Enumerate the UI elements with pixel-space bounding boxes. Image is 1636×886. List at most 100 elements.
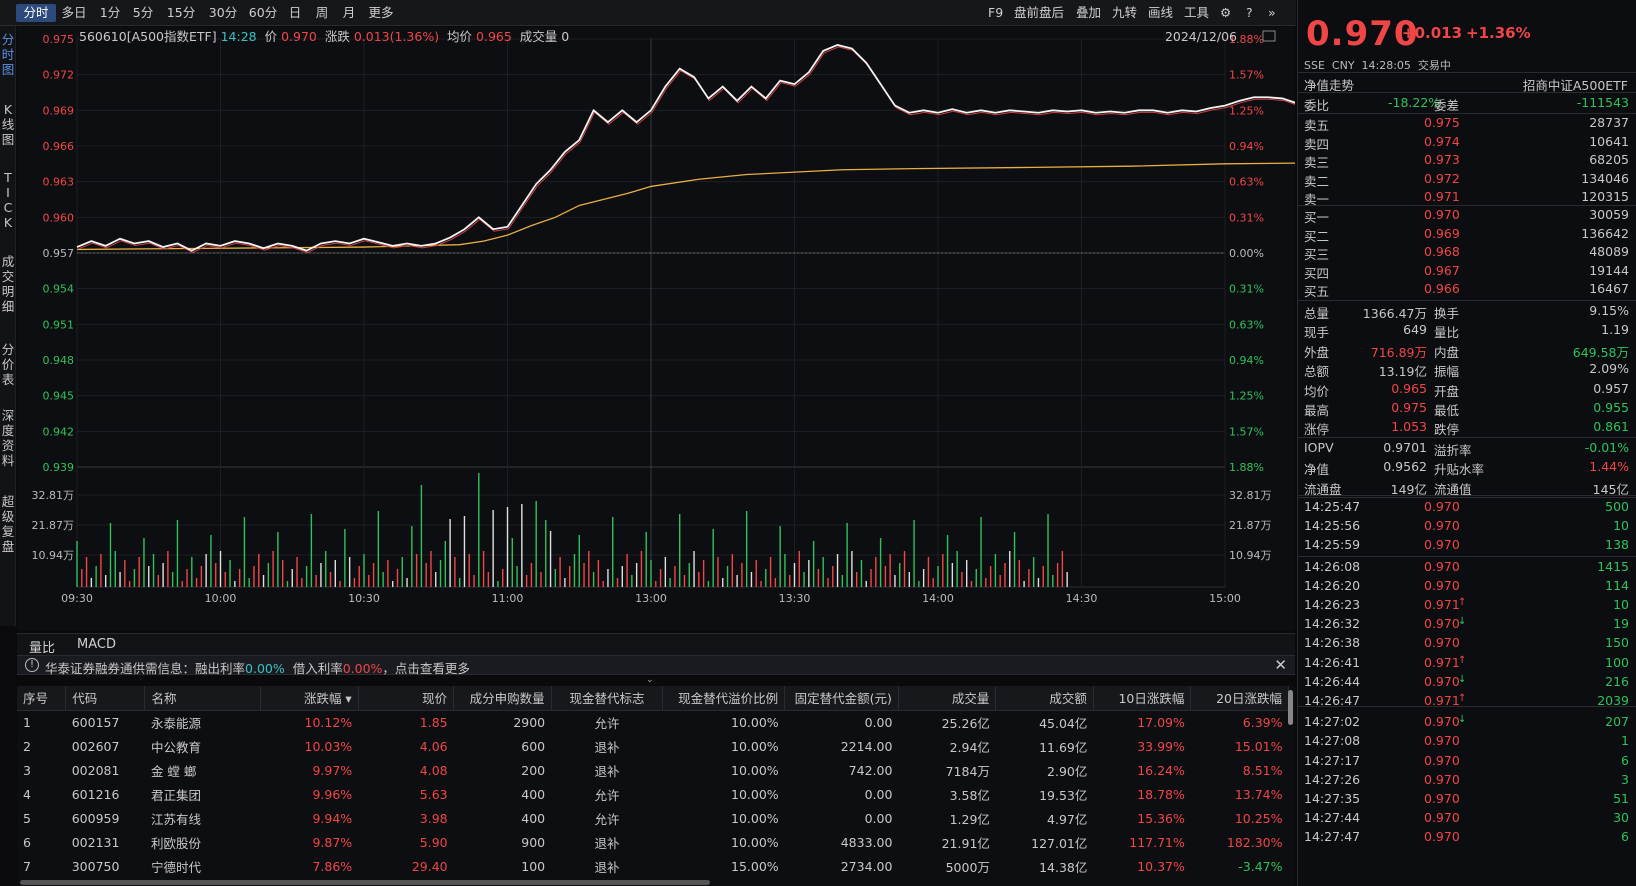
period-btn-0[interactable]: 分时	[16, 4, 56, 22]
table-row[interactable]: 2 002607 中公教育 10.03% 4.06 600 退补 10.00% 2214.00 2…	[17, 734, 1289, 758]
y-right-tick-label: 0.31%	[1229, 211, 1264, 224]
col-header-7[interactable]: 现金替代溢价比例	[662, 686, 786, 711]
period-btn-6[interactable]: 60分	[248, 5, 278, 20]
table-row[interactable]: 3 002081 金 螳 螂 9.97% 4.08 200 退补 10.00% 742.00 71…	[17, 758, 1289, 782]
horizontal-scrollbar[interactable]	[20, 880, 710, 885]
side-tab-3[interactable]: 成交明细	[1, 254, 15, 314]
expand-icon[interactable]: »	[1268, 5, 1276, 20]
sells-row[interactable]: 卖四 0.974 10641	[1298, 133, 1636, 152]
table-body: 1 600157 永泰能源 10.12% 1.85 2900 允许 10.00% 0.00 25.…	[17, 710, 1289, 878]
collapse-chevron-icon[interactable]: ⌄	[646, 675, 654, 685]
cell-2: 江苏有线	[150, 811, 201, 827]
table-row[interactable]: 6 002131 利欧股份 9.87% 5.90 900 退补 10.00% 4833.00 21…	[17, 830, 1289, 854]
side-tab-5[interactable]: 深度资料	[1, 408, 15, 468]
y-tick-label: 0.951	[43, 318, 75, 331]
col-header-5[interactable]: 成分申购数量	[453, 686, 552, 711]
cell-1: 600959	[71, 810, 120, 826]
col-header-12[interactable]: 20日涨跌幅	[1190, 686, 1289, 711]
period-btn-7[interactable]: 日	[288, 5, 302, 20]
cell-5: 100	[521, 858, 546, 874]
toolbar-btn-1[interactable]: 盘前盘后	[1014, 5, 1065, 20]
cell-2: 永泰能源	[150, 715, 201, 731]
col-header-2[interactable]: 名称	[144, 686, 262, 711]
buys-row[interactable]: 买五 0.966 16467	[1298, 280, 1636, 299]
toolbar-btn-4[interactable]: 画线	[1148, 5, 1174, 20]
period-btn-4[interactable]: 15分	[166, 5, 196, 20]
period-btn-2[interactable]: 1分	[99, 5, 121, 20]
stat-value: 716.89万	[1370, 344, 1427, 360]
side-tab-0[interactable]: 分时图	[1, 32, 15, 77]
cell-6: 允许	[594, 787, 620, 803]
vertical-scrollbar[interactable]	[1288, 690, 1293, 725]
tab-volume-ratio[interactable]: 量比	[29, 641, 56, 656]
x-tick-label: 13:30	[779, 592, 811, 605]
level-price: 0.968	[1424, 244, 1460, 260]
table-row[interactable]: 4 601216 君正集团 9.96% 5.63 400 允许 10.00% 0.00 3.58亿…	[17, 782, 1289, 806]
period-btn-8[interactable]: 周	[315, 5, 329, 20]
period-btn-1[interactable]: 多日	[61, 5, 87, 20]
y-tick-label: 0.939	[43, 461, 75, 474]
tick-price: 0.970	[1424, 635, 1460, 651]
tick-row: 14:26:38 0.970 150	[1298, 634, 1636, 653]
side-tab-6[interactable]: 超级复盘	[1, 494, 15, 554]
period-btn-10[interactable]: 更多	[368, 5, 394, 20]
nav-trend-link[interactable]: 净值走势	[1304, 78, 1355, 93]
tick-direction-icon: ↑	[1458, 597, 1467, 608]
tab-macd[interactable]: MACD	[77, 637, 116, 652]
toolbar-btn-0[interactable]: F9	[988, 5, 1004, 20]
stat-label: 总量	[1304, 306, 1330, 321]
help-icon[interactable]: ?	[1246, 5, 1253, 20]
stat-value: -0.01%	[1584, 440, 1629, 455]
period-btn-9[interactable]: 月	[342, 5, 356, 20]
sells-row[interactable]: 卖一 0.971 120315	[1298, 188, 1636, 207]
sells-row[interactable]: 卖二 0.972 134046	[1298, 170, 1636, 189]
buys-row[interactable]: 买四 0.967 19144	[1298, 262, 1636, 281]
col-header-9[interactable]: 成交量	[898, 686, 997, 711]
col-header-0[interactable]: 序号	[17, 686, 67, 711]
gear-icon[interactable]: ⚙	[1220, 5, 1232, 20]
cell-9: 7184万	[945, 763, 990, 779]
tick-time: 14:27:35	[1304, 791, 1361, 806]
sells-row[interactable]: 卖三 0.973 68205	[1298, 151, 1636, 170]
col-header-8[interactable]: 固定替代金额(元)	[784, 686, 899, 711]
sells-row[interactable]: 卖五 0.975 28737	[1298, 114, 1636, 133]
level-price: 0.969	[1424, 225, 1460, 241]
toolbar-btn-5[interactable]: 工具	[1184, 5, 1210, 20]
col-header-3[interactable]: 涨跌幅 ▾	[260, 686, 359, 711]
buys-row[interactable]: 买二 0.969 136642	[1298, 225, 1636, 244]
period-btn-5[interactable]: 30分	[208, 5, 238, 20]
side-tab-4[interactable]: 分价表	[1, 342, 15, 387]
close-icon[interactable]: ✕	[1274, 656, 1287, 674]
stat-value: 0.861	[1593, 419, 1629, 435]
table-row[interactable]: 1 600157 永泰能源 10.12% 1.85 2900 允许 10.00% 0.00 25.…	[17, 710, 1289, 734]
toolbar-btn-2[interactable]: 叠加	[1076, 5, 1102, 20]
y-tick-label: 0.975	[43, 33, 75, 46]
table-row[interactable]: 7 300750 宁德时代 7.86% 29.40 100 退补 15.00% 2734.00 5…	[17, 854, 1289, 878]
period-btn-3[interactable]: 5分	[132, 5, 154, 20]
notice-text-3: ，点击查看更多	[382, 661, 470, 676]
level-price: 0.974	[1424, 133, 1460, 149]
tick-price: 0.970	[1424, 518, 1460, 534]
col-header-11[interactable]: 10日涨跌幅	[1093, 686, 1192, 711]
col-header-1[interactable]: 代码	[65, 686, 146, 711]
cell-4: 5.63	[419, 786, 448, 802]
stats-row: 最高 0.975 最低 0.955	[1298, 399, 1636, 418]
y-tick-label: 0.960	[43, 211, 75, 224]
weibi-label: 委比	[1304, 98, 1330, 113]
col-header-6[interactable]: 现金替代标志	[551, 686, 664, 711]
stats-row: 现手 649 量比 1.19	[1298, 321, 1636, 340]
toolbar-btn-3[interactable]: 九转	[1112, 5, 1138, 20]
intraday-chart[interactable]: 0.975 1.88% 0.972 1.57% 0.969 1.25% 0.966 0.94%…	[17, 27, 1295, 631]
col-header-4[interactable]: 现价	[358, 686, 455, 711]
margin-notice-bar[interactable]: ! 华泰证券融券通供需信息：融出利率0.00% 借入利率0.00%，点击查看更多…	[17, 655, 1295, 676]
buys-row[interactable]: 买三 0.968 48089	[1298, 243, 1636, 262]
tick-row: 14:27:02 0.970 ↓ 207	[1298, 713, 1636, 732]
tick-volume: 500	[1605, 499, 1629, 514]
tick-volume: 100	[1605, 654, 1629, 670]
constituents-table: 序号 代码 名称 涨跌幅 ▾ 现价 成分申购数量 现金替代标志 现金替代溢价比例 固定替代金额(…	[17, 686, 1289, 878]
buys-row[interactable]: 买一 0.970 30059	[1298, 206, 1636, 225]
col-header-10[interactable]: 成交额	[995, 686, 1094, 711]
table-row[interactable]: 5 600959 江苏有线 9.94% 3.98 400 允许 10.00% 0.00 1.29亿…	[17, 806, 1289, 830]
